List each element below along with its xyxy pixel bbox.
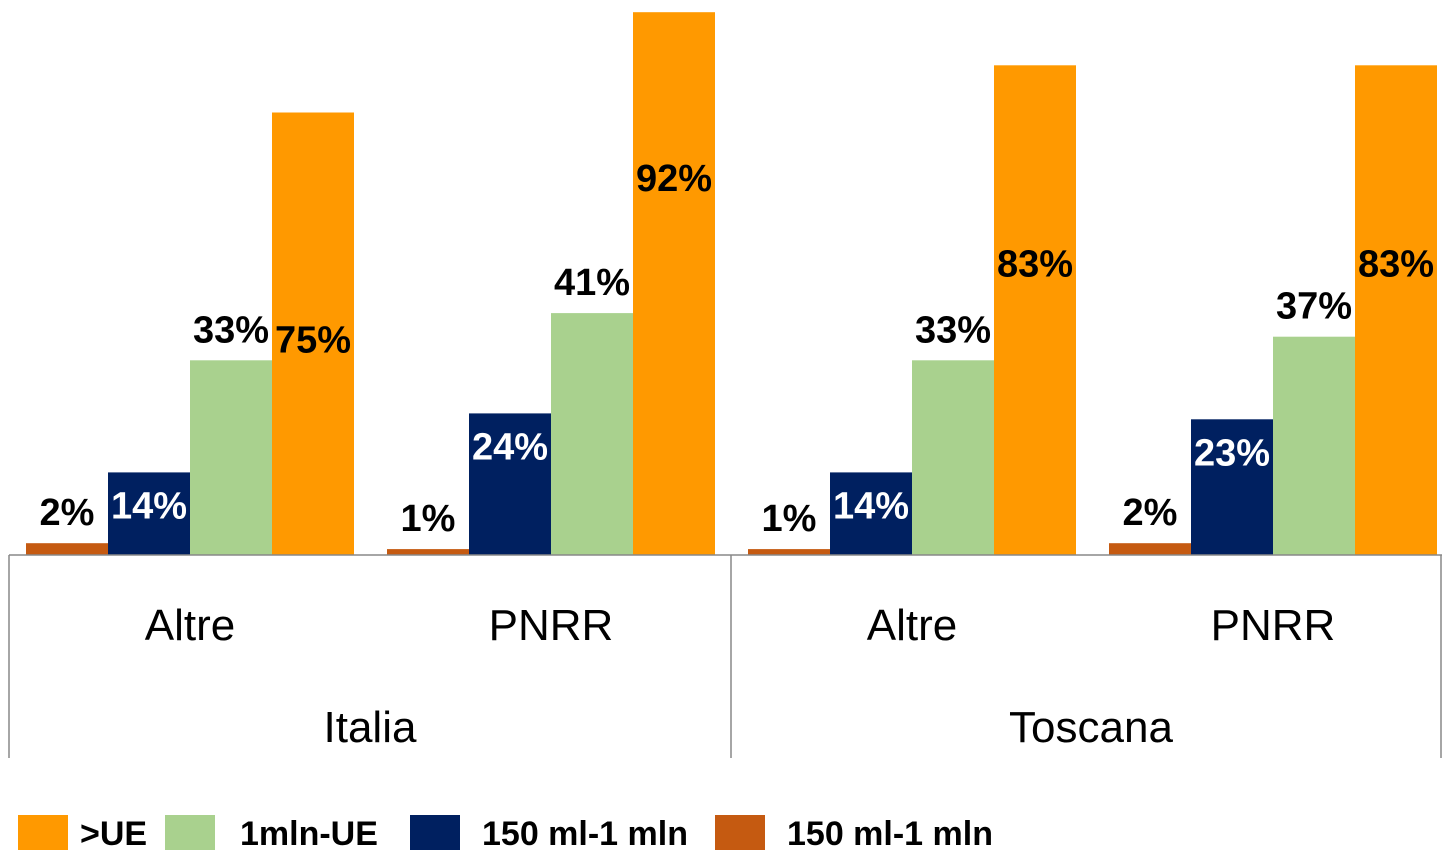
data-label: 41%	[554, 262, 630, 304]
bar	[1191, 419, 1273, 555]
bar	[1355, 65, 1437, 556]
legend-label: 150 ml-1 mln	[482, 815, 688, 850]
legend-swatch	[715, 815, 765, 850]
data-label: 33%	[193, 309, 269, 351]
bar	[387, 549, 469, 555]
data-label: 2%	[1123, 492, 1178, 534]
bar	[108, 472, 190, 555]
data-label: 83%	[1358, 244, 1434, 286]
x-group-label: Italia	[324, 703, 417, 752]
bar	[1109, 543, 1191, 555]
bar	[830, 472, 912, 555]
bar	[26, 543, 108, 555]
x-tick-label: Altre	[867, 601, 957, 650]
data-label: 1%	[401, 498, 456, 540]
data-label: 2%	[40, 492, 95, 534]
bar	[1273, 336, 1355, 555]
x-axis: Altre PNRR Altre PNRR Italia Toscana	[8, 554, 1442, 758]
legend-swatch	[165, 815, 215, 850]
x-tick-label: PNRR	[489, 601, 614, 650]
data-label: 33%	[915, 309, 991, 351]
x-tick-label: Altre	[145, 601, 235, 650]
bar	[551, 313, 633, 555]
data-label: 24%	[472, 426, 548, 468]
legend: >UE 1mln-UE 150 ml-1 mln 150 ml-1 mln	[18, 815, 993, 850]
bar	[748, 549, 830, 555]
bar	[469, 413, 551, 555]
legend-swatch	[18, 815, 68, 850]
bar	[633, 12, 715, 555]
legend-label: >UE	[80, 815, 147, 850]
bar	[272, 112, 354, 555]
data-labels-layer: 2% 14%33% 75%1%24%41%92%1% 14%33%83%2%23%37…	[40, 158, 1434, 540]
legend-label: 1mln-UE	[240, 815, 378, 850]
data-label: 14%	[111, 485, 187, 527]
bar	[912, 360, 994, 555]
legend-swatch	[410, 815, 460, 850]
bars-layer	[26, 12, 1437, 556]
data-label: 83%	[997, 244, 1073, 286]
data-label: 1%	[762, 498, 817, 540]
x-tick-label: PNRR	[1211, 601, 1336, 650]
legend-label: 150 ml-1 mln	[787, 815, 993, 850]
data-label: 92%	[636, 158, 712, 200]
x-group-label: Toscana	[1009, 703, 1173, 752]
bar	[994, 65, 1076, 556]
data-label: 14%	[833, 485, 909, 527]
data-label: 23%	[1194, 432, 1270, 474]
bar	[190, 360, 272, 555]
data-label: 37%	[1276, 286, 1352, 328]
data-label: 75%	[275, 320, 351, 362]
